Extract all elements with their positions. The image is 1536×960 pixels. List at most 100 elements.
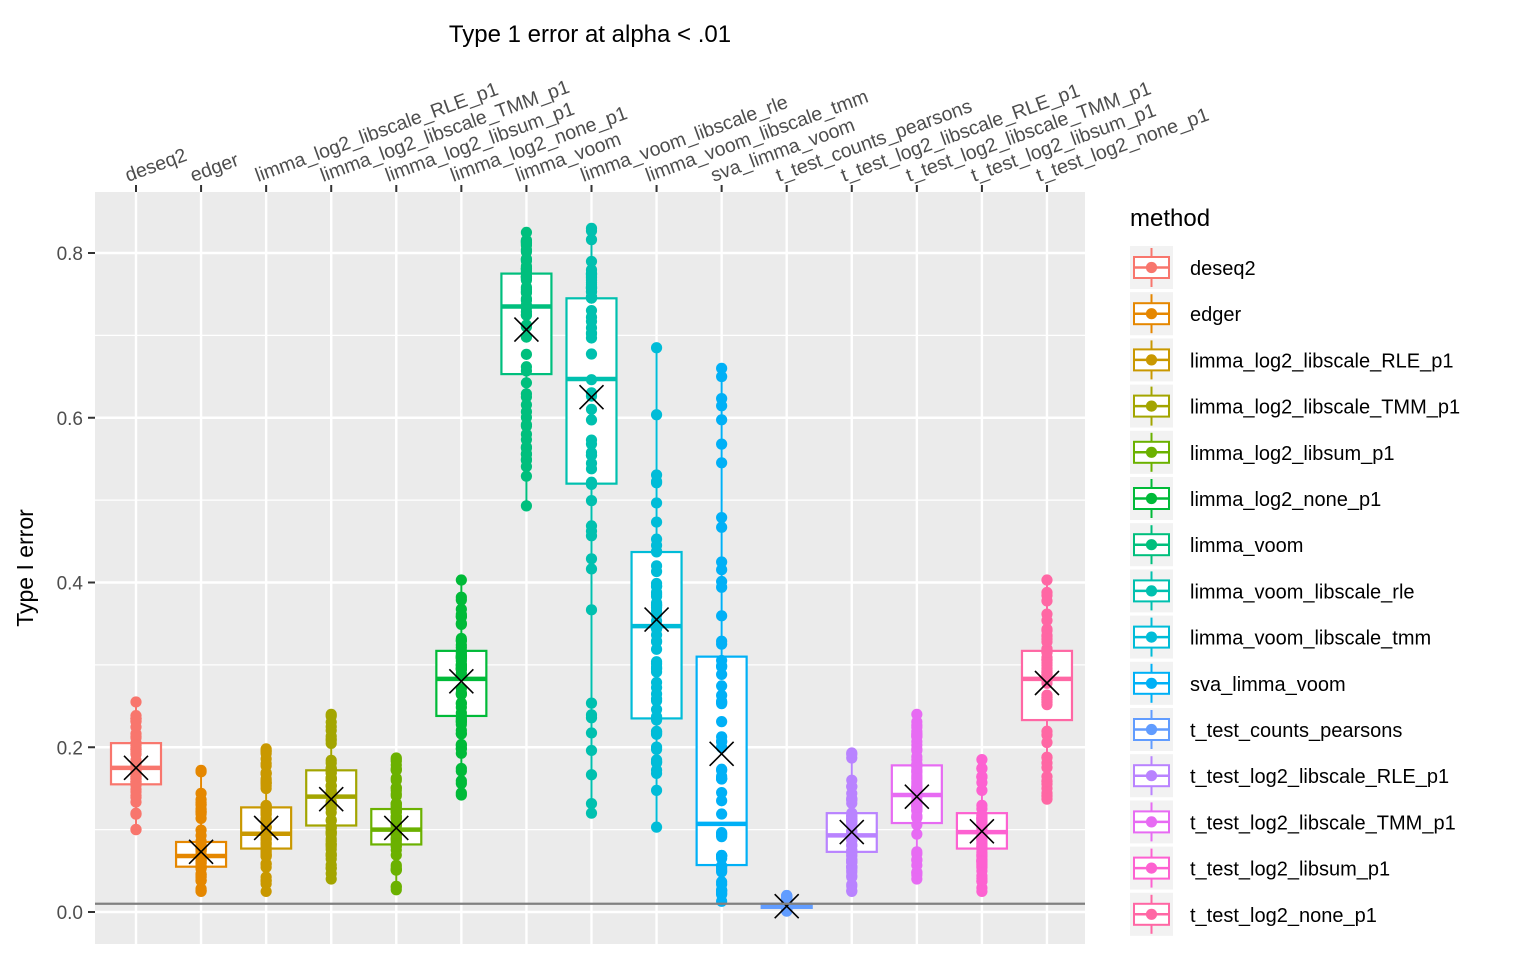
data-point (260, 780, 272, 792)
data-point (585, 403, 598, 415)
data-point (325, 708, 337, 720)
data-point (716, 521, 728, 533)
data-point (716, 438, 728, 450)
box-limma_log2_none_p1 (435, 574, 488, 801)
data-point (585, 332, 598, 344)
legend-item-limma_voom_libscale_tmm: limma_voom_libscale_tmm (1130, 615, 1431, 659)
data-point (716, 556, 728, 568)
y-axis: 0.0 0.2 0.4 0.6 0.8 (57, 244, 95, 924)
data-point (650, 821, 663, 833)
legend-key-point (1145, 446, 1158, 458)
data-point (911, 721, 923, 733)
data-point (1041, 725, 1053, 737)
data-point (585, 727, 598, 739)
legend-label: sva_limma_voom (1190, 674, 1346, 696)
data-point (130, 790, 142, 802)
data-point (520, 377, 533, 389)
y-tick-label: 0.6 (57, 409, 83, 430)
data-point (520, 460, 533, 473)
data-point (130, 824, 142, 836)
data-point (650, 545, 663, 558)
data-point (716, 741, 728, 753)
mean-marker (839, 819, 865, 845)
data-point (455, 698, 467, 710)
data-point (390, 798, 402, 810)
data-point (846, 871, 858, 883)
data-point (781, 889, 793, 902)
data-point (1041, 586, 1053, 599)
data-point (520, 331, 533, 343)
mean-marker (383, 815, 409, 841)
legend-key-point (1145, 770, 1158, 782)
data-point (716, 831, 728, 843)
legend-item-deseq2: deseq2 (1130, 246, 1256, 289)
data-point (325, 757, 337, 769)
data-point (130, 696, 142, 708)
data-point (1041, 751, 1053, 764)
data-point (585, 495, 598, 507)
legend-key-point (1145, 631, 1158, 643)
data-point (325, 873, 337, 885)
data-point (650, 597, 663, 609)
data-point (650, 784, 663, 796)
data-point (585, 697, 598, 709)
y-tick-label: 0.4 (57, 574, 84, 595)
data-point (325, 716, 337, 728)
data-point (650, 643, 663, 655)
y-tick-label: 0.2 (57, 738, 83, 759)
legend-key-point (1145, 585, 1158, 597)
legend-item-limma_log2_libscale_RLE_p1: limma_log2_libscale_RLE_p1 (1130, 338, 1454, 382)
data-point (650, 565, 663, 578)
data-point (1041, 574, 1053, 586)
data-point (911, 765, 923, 778)
data-point (585, 769, 598, 781)
data-point (716, 610, 728, 622)
data-point (1041, 614, 1053, 627)
data-point (846, 854, 858, 866)
data-point (716, 787, 728, 799)
data-point (585, 438, 598, 450)
data-point (585, 463, 598, 475)
box-t_test_log2_libscale_RLE_p1 (825, 747, 878, 898)
data-point (585, 712, 598, 724)
mean-marker (969, 818, 995, 844)
data-point (585, 563, 598, 575)
data-point (585, 387, 598, 399)
data-point (390, 752, 402, 764)
box-t_test_log2_libscale_TMM_p1 (890, 708, 943, 885)
data-point (390, 884, 402, 896)
box-edger (174, 764, 228, 898)
data-point (1041, 793, 1053, 805)
legend-title: method (1130, 205, 1210, 232)
data-point (1041, 595, 1053, 607)
data-point (650, 693, 663, 705)
data-point (325, 853, 337, 865)
legend-item-t_test_log2_libscale_RLE_p1: t_test_log2_libscale_RLE_p1 (1130, 754, 1449, 798)
y-axis-label: Type I error (12, 509, 38, 627)
data-point (390, 784, 402, 796)
data-point (976, 762, 988, 774)
legend-key-point (1145, 261, 1158, 274)
box-sva_limma_voom (695, 362, 748, 907)
data-point (390, 859, 402, 871)
legend-key-point (1145, 400, 1158, 412)
data-point (585, 282, 598, 294)
data-point (716, 773, 728, 785)
data-point (716, 850, 728, 862)
data-point (846, 844, 858, 856)
box-limma_log2_libscale_TMM_p1 (305, 708, 358, 885)
legend-item-limma_log2_libscale_TMM_p1: limma_log2_libscale_TMM_p1 (1130, 384, 1460, 428)
data-point (260, 839, 272, 851)
data-point (130, 808, 142, 820)
data-point (976, 832, 988, 844)
data-point (585, 348, 598, 360)
data-point (716, 808, 728, 820)
data-point (455, 639, 467, 651)
data-point (650, 533, 663, 545)
data-point (260, 768, 272, 780)
mean-marker (513, 317, 539, 343)
data-point (976, 875, 988, 887)
data-point (585, 553, 598, 565)
data-point (716, 564, 728, 576)
